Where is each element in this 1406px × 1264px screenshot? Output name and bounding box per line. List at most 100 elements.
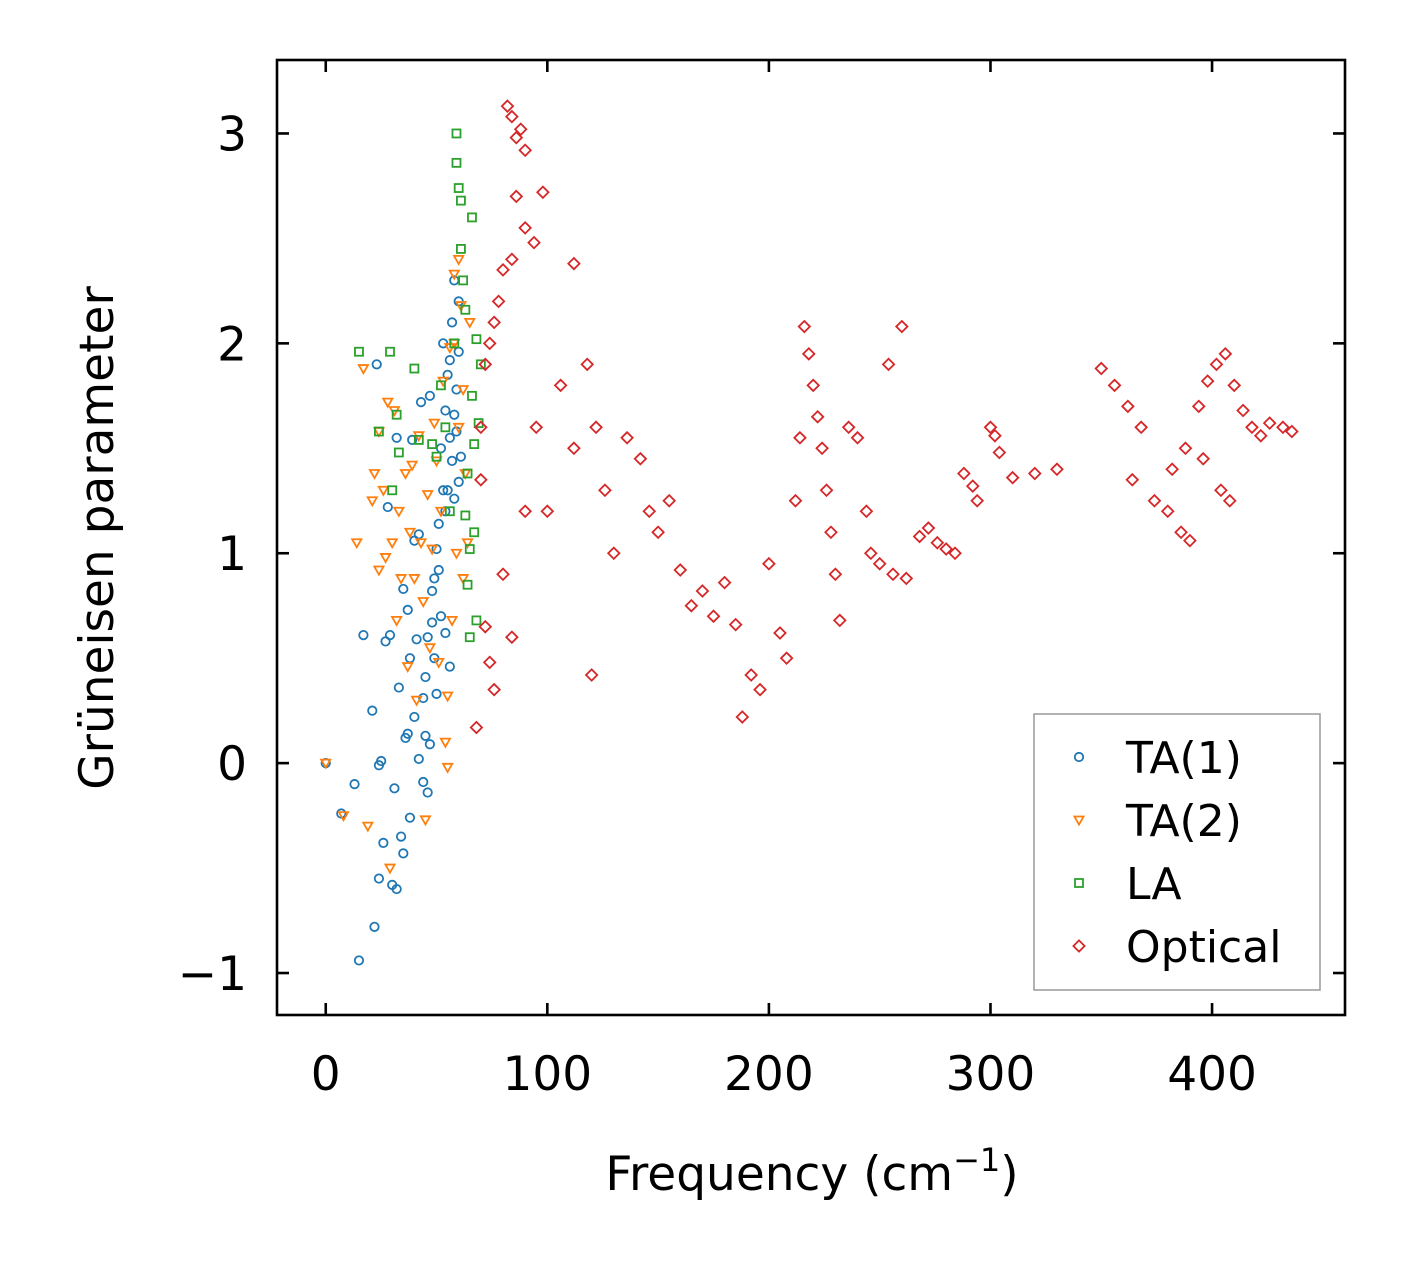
data-point [872,556,887,571]
data-point [398,583,409,595]
data-point [460,304,471,315]
data-point [433,564,444,576]
data-point [930,535,945,550]
data-point [1209,357,1224,372]
data-point [451,128,462,139]
data-point [469,527,480,538]
series-optical [469,99,1299,735]
data-point [863,546,878,561]
data-point [423,643,437,655]
data-point [606,546,621,561]
data-point [504,109,519,124]
data-point [390,616,403,627]
data-point [435,611,447,622]
x-tick-label: 0 [311,1047,341,1102]
data-point [440,422,451,433]
data-point [391,883,402,895]
data-point [319,758,332,770]
data-point [886,567,900,582]
legend-marker [1074,878,1084,888]
data-point [398,848,409,859]
data-point [584,668,599,682]
data-point [456,574,470,585]
data-point [418,692,429,704]
data-point [428,418,441,430]
data-point [1120,399,1135,414]
data-point [440,405,451,416]
legend-marker [1072,939,1086,953]
data-point [434,506,448,518]
data-point [387,485,398,496]
data-point [1276,420,1290,435]
data-point [1218,346,1233,361]
data-point [744,668,759,682]
data-point [1284,424,1299,439]
data-point [462,468,473,479]
data-point [881,357,896,372]
x-tick-label: 400 [1167,1047,1257,1102]
data-point [393,682,404,693]
data-point [395,831,407,842]
data-point [372,565,386,577]
data-point [399,469,412,480]
data-point [378,837,389,848]
data-point [1165,462,1180,477]
data-point [695,584,710,598]
data-point [369,921,380,932]
data-point [536,185,550,200]
data-point [357,364,370,375]
data-point [384,629,396,641]
data-point [478,357,493,372]
data-point [1050,462,1064,477]
data-point [939,542,954,556]
data-point [444,661,455,672]
data-point [420,730,431,741]
plot-frame [275,58,1347,1017]
data-point [598,483,612,498]
data-point [471,334,482,345]
data-point [819,483,834,498]
legend-entry: TA(1) [1073,733,1242,784]
data-point [414,538,428,550]
data-point [518,221,533,235]
data-point [361,821,374,833]
data-point [429,573,440,584]
data-point [471,615,482,626]
data-point [407,434,418,446]
data-point [446,455,458,466]
data-point [1214,483,1228,498]
data-point [487,315,502,330]
y-tick-label: 2 [217,317,247,372]
data-point [478,619,493,634]
legend-entries: TA(1) TA(2) LA Optical [1072,733,1281,973]
data-point [464,544,475,554]
data-point [815,441,829,456]
data-point [381,397,394,409]
data-point [462,579,473,590]
data-point [467,212,477,223]
data-point [411,634,422,645]
axis-ticks: 0 100 200 300 400 −1 0 1 2 3 [178,60,1345,1102]
data-point [642,504,657,519]
data-point [440,627,451,639]
data-point [1094,361,1109,376]
data-point [673,563,688,577]
data-point [1174,525,1188,540]
data-point [404,812,416,823]
data-point [353,955,365,966]
data-point [379,553,392,564]
data-point [491,294,506,309]
data-point [473,420,488,435]
x-tick-label: 200 [724,1047,814,1102]
data-point [393,447,404,458]
data-point [448,269,461,281]
data-point [391,432,402,443]
legend-entry: Optical [1072,922,1281,973]
data-point [899,571,914,586]
data-point [455,451,467,462]
data-point [1005,470,1020,485]
data-point [801,346,816,361]
data-point [453,476,464,487]
data-point [467,390,477,401]
y-tick-label: 1 [217,527,247,582]
